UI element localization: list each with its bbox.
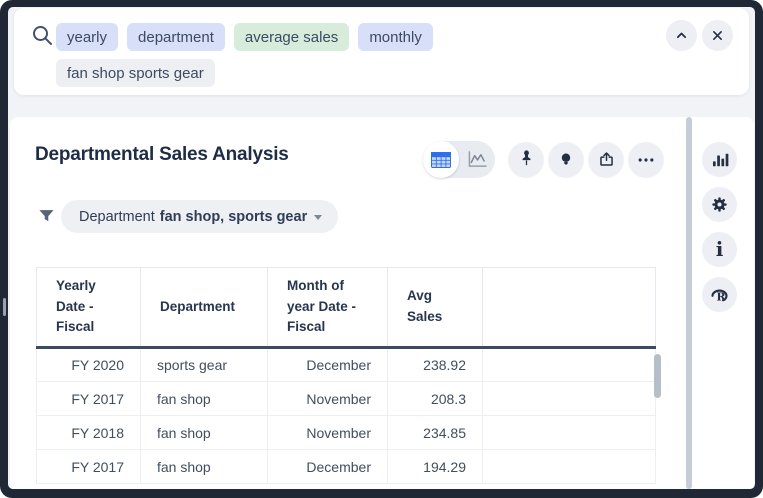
cell-avg-sales: 208.3 — [387, 381, 483, 416]
lightbulb-icon — [561, 153, 571, 164]
results-table: Yearly Date - Fiscal Department Month of… — [36, 267, 656, 484]
search-icon — [33, 26, 52, 45]
filter-chip-department[interactable]: Department fan shop, sports gear — [61, 200, 339, 233]
caret-down-icon — [314, 215, 323, 220]
table-grid-icon — [431, 151, 451, 168]
close-icon — [713, 31, 722, 40]
table-row[interactable]: FY 2020 sports gear December 238.92 — [36, 347, 656, 382]
search-token[interactable]: yearly — [56, 23, 119, 51]
cell-yearly-date: FY 2017 — [36, 449, 141, 484]
cell-department: fan shop — [140, 449, 268, 484]
info-icon: i — [715, 236, 724, 261]
search-token[interactable]: department — [127, 23, 225, 51]
column-header-month-of-year[interactable]: Month of year Date - Fiscal — [267, 267, 388, 349]
chart-view-button[interactable] — [459, 141, 495, 178]
column-header-yearly-date[interactable]: Yearly Date - Fiscal — [36, 267, 141, 349]
collapse-search-button[interactable] — [666, 20, 697, 51]
page-title: Departmental Sales Analysis — [35, 144, 289, 165]
cell-empty — [482, 347, 656, 382]
answer-toolbar — [423, 141, 664, 178]
r-logo-icon: R — [711, 289, 728, 303]
table-row[interactable]: FY 2017 fan shop December 194.29 — [36, 449, 656, 484]
search-token[interactable]: fan shop sports gear — [56, 59, 215, 87]
cell-empty — [482, 381, 656, 416]
pin-button[interactable] — [508, 141, 544, 178]
search-token[interactable]: monthly — [358, 23, 433, 51]
info-button[interactable]: i — [702, 232, 737, 267]
chevron-up-icon — [676, 32, 687, 39]
cell-avg-sales: 194.29 — [387, 449, 483, 484]
filter-icon — [39, 210, 54, 222]
column-header-department[interactable]: Department — [140, 267, 268, 349]
r-analysis-button[interactable]: R — [702, 277, 737, 312]
more-options-button[interactable] — [628, 141, 664, 178]
column-header-avg-sales[interactable]: Avg Sales — [387, 267, 483, 349]
cell-month: November — [267, 381, 388, 416]
gear-icon — [712, 197, 727, 212]
cell-empty — [482, 449, 656, 484]
cell-department: fan shop — [140, 381, 268, 416]
cell-avg-sales: 234.85 — [387, 415, 483, 450]
column-chart-icon — [712, 153, 728, 166]
cell-month: December — [267, 449, 388, 484]
answer-card: Departmental Sales Analysis — [10, 117, 754, 489]
table-row[interactable]: FY 2018 fan shop November 234.85 — [36, 415, 656, 450]
chart-options-button[interactable] — [702, 142, 737, 177]
search-bar[interactable]: yearly department average sales monthly … — [14, 8, 749, 95]
cell-department: sports gear — [140, 347, 268, 382]
settings-button[interactable] — [702, 187, 737, 222]
share-button[interactable] — [588, 141, 624, 178]
share-icon — [599, 152, 613, 166]
search-token-row-2: fan shop sports gear — [56, 59, 215, 87]
cell-month: November — [267, 415, 388, 450]
search-token[interactable]: average sales — [233, 23, 350, 51]
pushpin-icon — [522, 150, 530, 166]
table-scrollbar-thumb[interactable] — [654, 354, 661, 398]
close-button[interactable] — [702, 20, 733, 51]
view-toggle — [423, 141, 495, 178]
table-header-row: Yearly Date - Fiscal Department Month of… — [36, 267, 656, 349]
table-row[interactable]: FY 2017 fan shop November 208.3 — [36, 381, 656, 416]
cell-yearly-date: FY 2017 — [36, 381, 141, 416]
cell-yearly-date: FY 2020 — [36, 347, 141, 382]
cell-empty — [482, 415, 656, 450]
cell-avg-sales: 238.92 — [387, 347, 483, 382]
cell-month: December — [267, 347, 388, 382]
filter-value-label: fan shop, sports gear — [159, 208, 308, 225]
svg-text:R: R — [717, 290, 727, 303]
embed-panel: yearly department average sales monthly … — [8, 7, 755, 489]
panel-scrollbar[interactable] — [686, 117, 692, 489]
cell-department: fan shop — [140, 415, 268, 450]
table-view-button[interactable] — [423, 141, 459, 178]
ellipsis-icon — [638, 157, 654, 162]
line-chart-icon — [468, 151, 487, 167]
filter-field-label: Department — [79, 208, 155, 225]
cell-yearly-date: FY 2018 — [36, 415, 141, 450]
panel-resize-handle[interactable] — [3, 298, 6, 316]
column-header-empty — [482, 267, 656, 349]
search-token-row-1: yearly department average sales monthly — [56, 23, 433, 51]
insights-button[interactable] — [548, 141, 584, 178]
